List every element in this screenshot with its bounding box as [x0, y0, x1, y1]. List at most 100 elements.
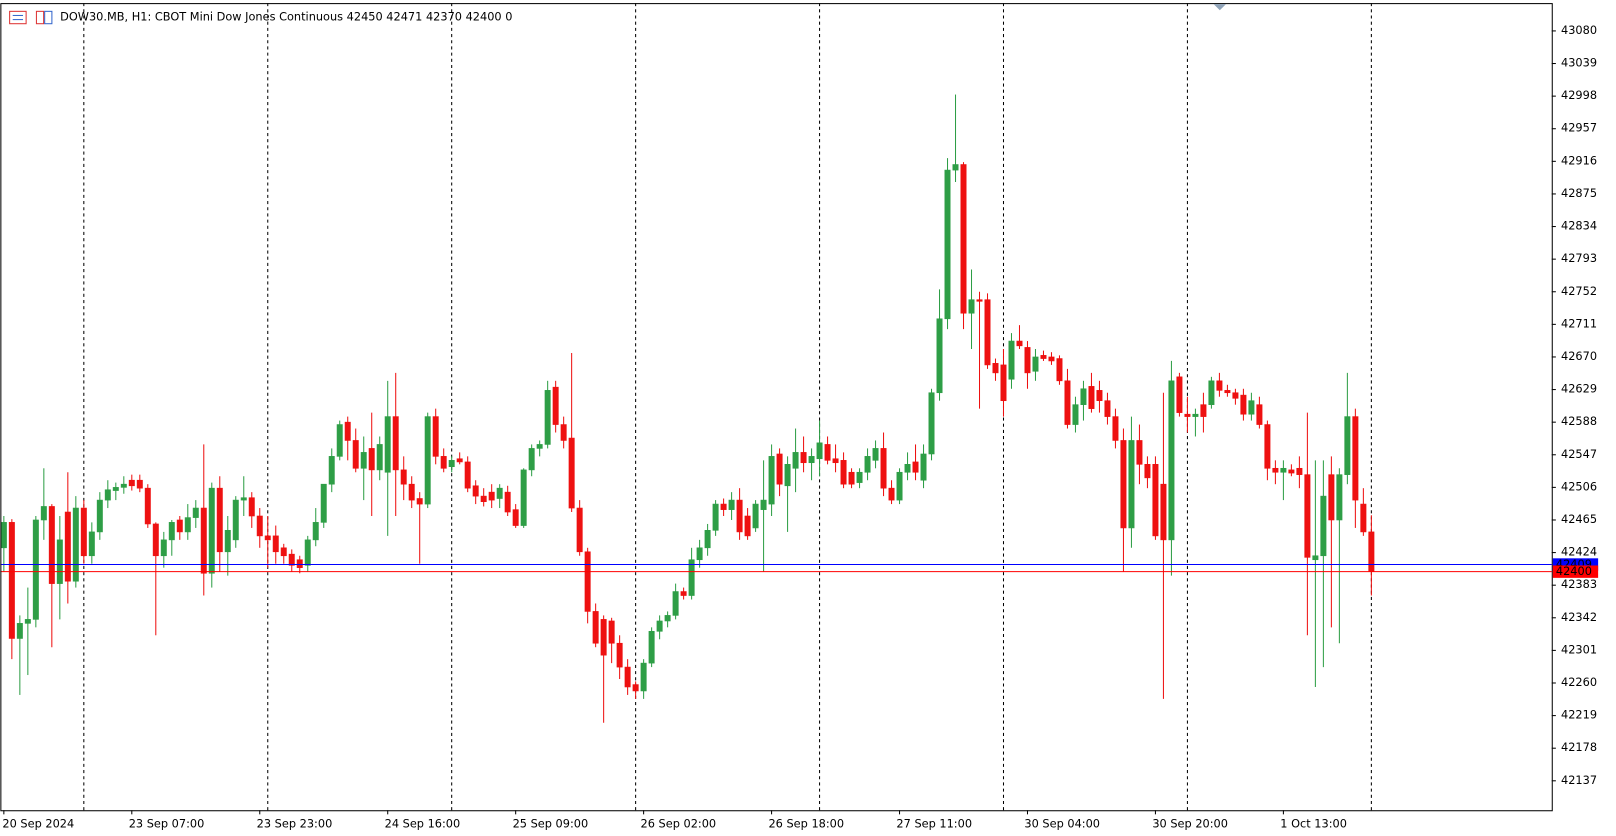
candle-body: [64, 511, 71, 582]
candle-body: [928, 392, 935, 455]
candle-body: [168, 522, 175, 541]
candle-body: [552, 386, 559, 425]
candle-body: [1328, 474, 1335, 521]
candle-body: [1336, 474, 1343, 521]
candle-body: [680, 591, 687, 596]
candle-body: [688, 559, 695, 596]
candle-body: [256, 515, 263, 537]
candle-body: [744, 515, 751, 537]
y-tick-label: 42752: [1561, 284, 1597, 298]
candle-body: [472, 485, 479, 497]
candle-body: [1344, 416, 1351, 475]
candle-body: [232, 499, 239, 541]
candle-body: [1240, 394, 1247, 415]
candle-body: [360, 452, 367, 469]
candle-body: [1296, 467, 1303, 475]
y-tick-label: 42834: [1561, 219, 1597, 233]
y-tick-label: 42506: [1561, 479, 1597, 493]
candle-body: [88, 531, 95, 557]
y-tick-label: 42465: [1561, 512, 1597, 526]
x-tick-label: 20 Sep 2024: [2, 817, 74, 831]
candle-body: [40, 506, 47, 521]
candle-body: [424, 416, 431, 505]
candle-body: [1288, 469, 1295, 474]
x-tick-label: 26 Sep 18:00: [768, 817, 844, 831]
candle-body: [1280, 467, 1287, 473]
candle-body: [728, 499, 735, 510]
x-tick-label: 24 Sep 16:00: [385, 817, 461, 831]
candle-body: [976, 299, 983, 302]
candle-body: [32, 519, 39, 620]
candle-body: [328, 456, 335, 485]
candle-body: [344, 421, 351, 441]
candle-body: [712, 503, 719, 531]
candle-body: [1064, 380, 1071, 425]
candle-body: [488, 491, 495, 501]
candle-body: [888, 487, 895, 501]
candle-body: [504, 491, 511, 513]
candle-body: [1096, 390, 1103, 402]
candle-body: [720, 503, 727, 510]
candle-body: [920, 453, 927, 481]
candle-body: [880, 448, 887, 489]
candle-body: [656, 620, 663, 632]
candle-body: [224, 530, 231, 553]
price-label: 42400: [1556, 564, 1592, 578]
candle-body: [1120, 440, 1127, 529]
x-tick-label: 27 Sep 11:00: [896, 817, 972, 831]
candle-body: [1112, 416, 1119, 441]
candle-body: [736, 499, 743, 533]
candle-body: [320, 483, 327, 523]
candle-body: [1080, 388, 1087, 405]
candle-body: [1224, 390, 1231, 394]
candle-body: [824, 444, 831, 461]
candle-body: [968, 299, 975, 314]
candle-body: [1152, 464, 1159, 537]
candle-body: [248, 497, 255, 517]
candle-body: [480, 495, 487, 502]
candle-body: [112, 487, 119, 491]
candle-body: [1216, 380, 1223, 391]
candle-body: [856, 471, 863, 483]
candle-body: [664, 615, 671, 622]
candle-body: [912, 461, 919, 473]
candle-body: [1016, 340, 1023, 347]
candle-body: [808, 456, 815, 464]
candle-body: [208, 487, 215, 574]
candle-body: [760, 499, 767, 510]
candle-body: [1104, 400, 1111, 417]
candle-body: [392, 416, 399, 471]
y-tick-label: 43039: [1561, 56, 1597, 70]
candle-body: [296, 559, 303, 568]
y-tick-label: 42875: [1561, 186, 1597, 200]
candle-body: [1088, 386, 1095, 409]
chart-title: DOW30.MB, H1: CBOT Mini Dow Jones Contin…: [60, 10, 512, 24]
price-label-box: [1552, 565, 1599, 578]
y-tick-label: 42547: [1561, 447, 1597, 461]
candle-body: [272, 535, 279, 553]
candle-body: [584, 551, 591, 612]
candle-body: [120, 483, 127, 488]
candles-layer: [0, 94, 1552, 723]
candle-body: [312, 522, 319, 541]
candle-body: [944, 169, 951, 320]
candle-body: [1184, 413, 1191, 417]
candle-body: [776, 453, 783, 485]
y-tick-label: 42219: [1561, 708, 1597, 722]
candle-body: [896, 471, 903, 501]
candle-body: [48, 506, 55, 584]
candle-body: [544, 390, 551, 445]
y-tick-label: 42711: [1561, 316, 1597, 330]
candle-body: [672, 591, 679, 616]
candle-body: [1232, 392, 1239, 399]
candle-body: [608, 620, 615, 644]
candle-body: [624, 666, 631, 688]
candle-body: [904, 464, 911, 473]
candle-body: [496, 487, 503, 499]
candle-body: [768, 456, 775, 505]
candle-body: [288, 553, 295, 566]
candle-body: [840, 460, 847, 485]
candle-body: [704, 530, 711, 549]
x-tick-label: 26 Sep 02:00: [641, 817, 717, 831]
